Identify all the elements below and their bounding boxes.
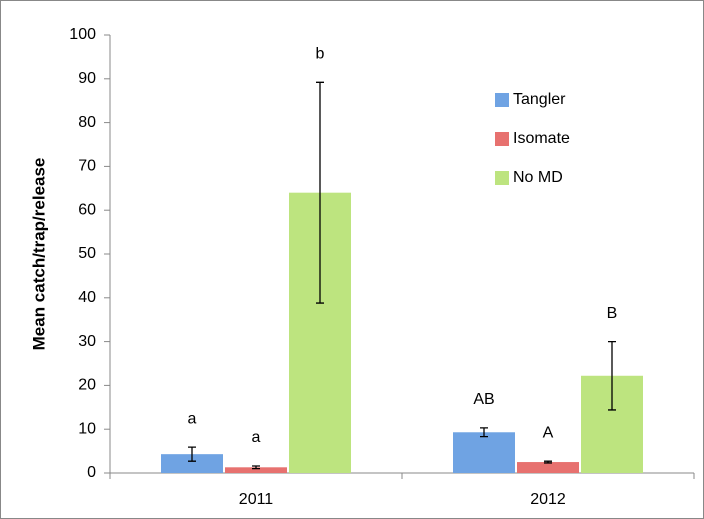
legend-label: No MD bbox=[513, 169, 563, 186]
significance-letter: B bbox=[607, 305, 618, 322]
y-tick-label: 90 bbox=[78, 70, 96, 87]
y-tick-label: 20 bbox=[78, 377, 96, 394]
legend-label: Tangler bbox=[513, 91, 566, 108]
x-tick-label: 2012 bbox=[530, 491, 566, 508]
y-tick-label: 70 bbox=[78, 158, 96, 175]
error-bar bbox=[188, 446, 196, 462]
legend-swatch bbox=[495, 93, 509, 107]
y-tick-label: 60 bbox=[78, 201, 96, 218]
legend-swatch bbox=[495, 171, 509, 185]
y-tick-label: 50 bbox=[78, 245, 96, 262]
y-tick-label: 10 bbox=[78, 420, 96, 437]
significance-letter: a bbox=[252, 429, 261, 446]
y-tick-label: 100 bbox=[69, 26, 96, 43]
bar bbox=[453, 432, 515, 473]
legend-swatch bbox=[495, 132, 509, 146]
bar bbox=[517, 462, 579, 473]
y-axis-label: Mean catch/trap/release bbox=[29, 158, 48, 351]
error-bar bbox=[252, 465, 260, 470]
y-tick-label: 80 bbox=[78, 114, 96, 131]
y-tick-label: 30 bbox=[78, 333, 96, 350]
y-tick-label: 40 bbox=[78, 289, 96, 306]
error-bar bbox=[544, 460, 552, 464]
significance-letter: b bbox=[316, 46, 325, 63]
bar bbox=[161, 454, 223, 473]
significance-letter: a bbox=[188, 410, 197, 427]
y-tick-label: 0 bbox=[87, 464, 96, 481]
error-bar bbox=[316, 81, 324, 304]
significance-letter: AB bbox=[473, 391, 494, 408]
error-bar bbox=[480, 427, 488, 438]
legend-label: Isomate bbox=[513, 130, 570, 147]
significance-letter: A bbox=[543, 424, 554, 441]
x-tick-label: 2011 bbox=[239, 491, 274, 508]
bar bbox=[225, 467, 287, 473]
error-bar bbox=[608, 340, 616, 411]
